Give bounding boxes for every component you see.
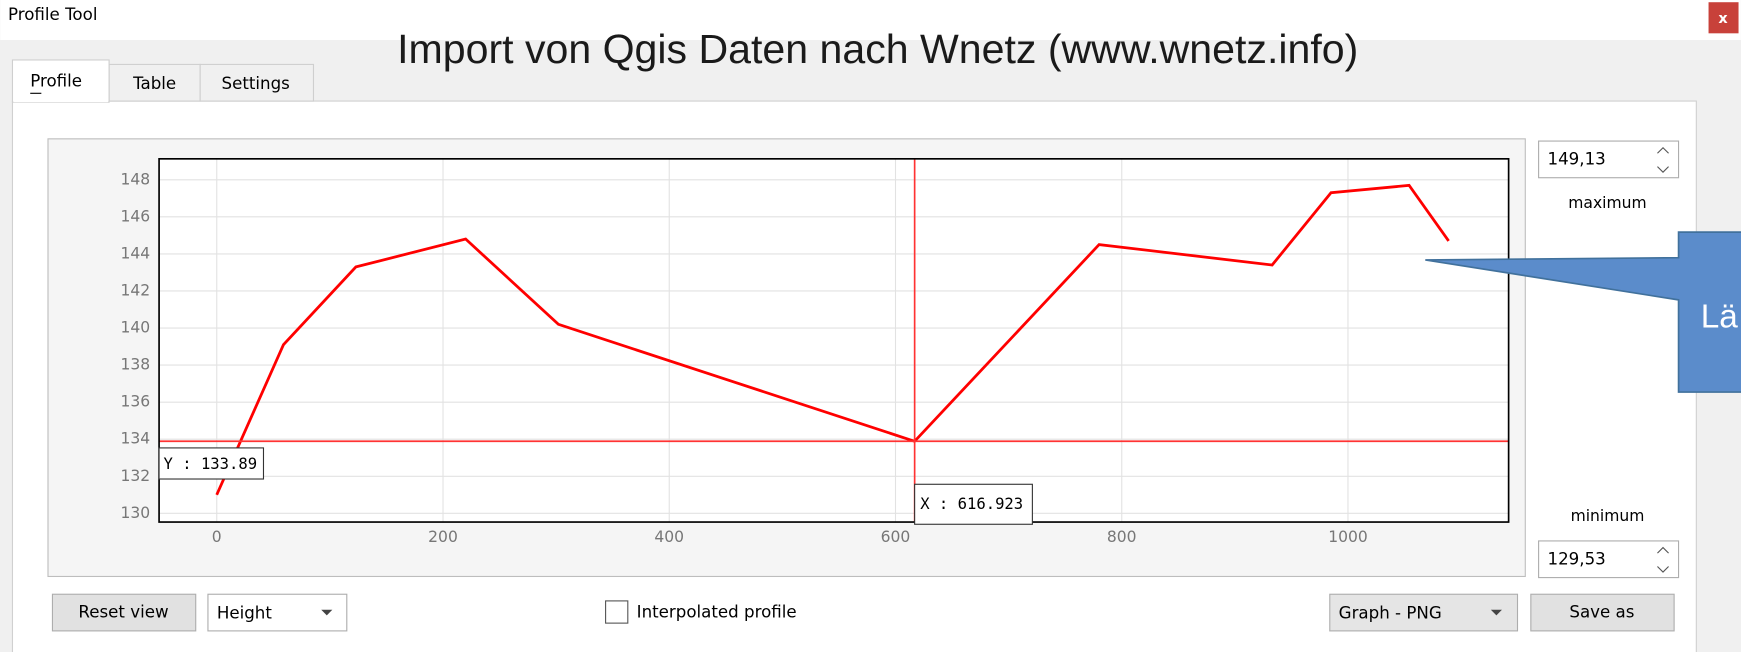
min-label: minimum — [1571, 507, 1645, 525]
y-tick-label: 142 — [121, 281, 151, 299]
x-tick-label: 1000 — [1328, 528, 1368, 546]
overlay-title: Import von Qgis Daten nach Wnetz (www.wn… — [397, 26, 1358, 72]
tab-selected[interactable] — [11, 59, 110, 103]
y-tick-label: 140 — [121, 319, 151, 337]
mode-label: Height — [217, 604, 273, 623]
close-label: x — [1718, 11, 1728, 27]
close-button[interactable] — [1708, 2, 1739, 34]
y-tick-label: 144 — [121, 244, 151, 262]
tab[interactable] — [199, 63, 315, 102]
tab-label: Settings — [222, 74, 290, 93]
min-value: 129,53 — [1547, 549, 1605, 568]
x-tick-label: 800 — [1107, 528, 1137, 546]
x-tick-label: 200 — [428, 528, 458, 546]
y-tick-label: 132 — [121, 467, 151, 485]
plot-border — [158, 158, 1510, 523]
spin-arrows[interactable] — [1657, 146, 1669, 173]
y-tick-label: 148 — [121, 170, 151, 188]
combo-arrow — [321, 609, 333, 616]
window-title: Profile Tool — [8, 5, 97, 24]
callout-text: Lä — [1701, 299, 1739, 336]
plot-area — [159, 158, 1509, 523]
x-readout: X : 616.923 — [920, 495, 1023, 513]
x-readout-box — [914, 483, 1033, 525]
save-label: Save as — [1569, 603, 1634, 622]
x-tick-label: 400 — [654, 528, 684, 546]
max-spinbox[interactable] — [1538, 140, 1680, 179]
x-tick-label: 0 — [212, 528, 222, 546]
y-tick-label: 138 — [121, 356, 151, 374]
y-tick-label: 136 — [121, 393, 151, 411]
export-combo[interactable] — [1329, 593, 1519, 632]
max-label: maximum — [1568, 194, 1646, 212]
mode-combo[interactable] — [207, 593, 348, 632]
tab-label: Profile — [30, 72, 82, 91]
save-button[interactable] — [1530, 593, 1675, 632]
reset-button[interactable] — [51, 593, 197, 632]
y-readout: Y : 133.89 — [164, 455, 258, 473]
y-tick-label: 134 — [121, 430, 151, 448]
y-readout-box — [158, 447, 265, 480]
spin-arrows[interactable] — [1657, 546, 1669, 573]
checkbox-label: Interpolated profile — [637, 603, 797, 622]
title-bar — [0, 0, 1741, 40]
y-tick-label: 146 — [121, 207, 151, 225]
export-label: Graph - PNG — [1339, 604, 1442, 623]
x-tick-label: 600 — [881, 528, 911, 546]
min-spinbox[interactable] — [1538, 540, 1680, 579]
max-value: 149,13 — [1547, 149, 1605, 168]
combo-arrow — [1490, 609, 1502, 616]
callout — [1425, 231, 1741, 393]
y-tick-label: 130 — [121, 504, 151, 522]
reset-label: Reset view — [78, 603, 168, 622]
checkbox[interactable] — [605, 600, 629, 624]
tab-label: Table — [132, 74, 176, 93]
plot: 130 132 134 136 138 140 142 144 146 148 0 200 400 600… — [121, 158, 1510, 546]
